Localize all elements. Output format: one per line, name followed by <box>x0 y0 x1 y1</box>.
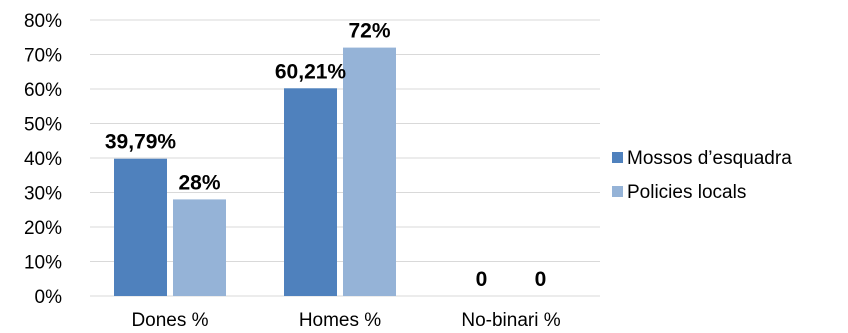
data-label: 0 <box>476 268 488 291</box>
legend-label: Policies locals <box>627 182 746 203</box>
y-tick-label: 80% <box>24 11 62 32</box>
data-label: 0 <box>535 268 547 291</box>
y-tick-label: 60% <box>24 80 62 101</box>
y-tick-label: 10% <box>24 253 62 274</box>
y-tick-label: 50% <box>24 115 62 136</box>
bars <box>114 47 396 296</box>
data-label: 39,79% <box>105 131 177 154</box>
data-label: 60,21% <box>275 60 347 83</box>
bar <box>114 158 167 296</box>
y-axis-ticks: 0% 10% 20% 30% 40% 50% 60% 70% 80% <box>24 11 62 308</box>
x-category-label: No-binari % <box>461 310 560 331</box>
y-tick-label: 20% <box>24 218 62 239</box>
bar <box>173 199 226 296</box>
legend-swatch <box>612 152 623 163</box>
x-category-label: Homes % <box>299 310 381 331</box>
x-category-label: Dones % <box>131 310 208 331</box>
bar <box>343 47 396 296</box>
legend: Mossos d’esquadra Policies locals <box>612 148 792 203</box>
y-tick-label: 40% <box>24 149 62 170</box>
data-labels: 39,79%28% 60,21%72% 0 0 <box>105 20 546 291</box>
x-axis-categories: Dones % Homes % No-binari % <box>131 310 560 331</box>
y-tick-label: 30% <box>24 184 62 205</box>
bar <box>284 88 337 296</box>
data-label: 72% <box>348 20 390 43</box>
legend-label: Mossos d’esquadra <box>627 148 792 169</box>
data-label: 28% <box>178 171 220 194</box>
legend-swatch <box>612 186 623 197</box>
y-tick-label: 0% <box>35 287 63 308</box>
y-tick-label: 70% <box>24 46 62 67</box>
